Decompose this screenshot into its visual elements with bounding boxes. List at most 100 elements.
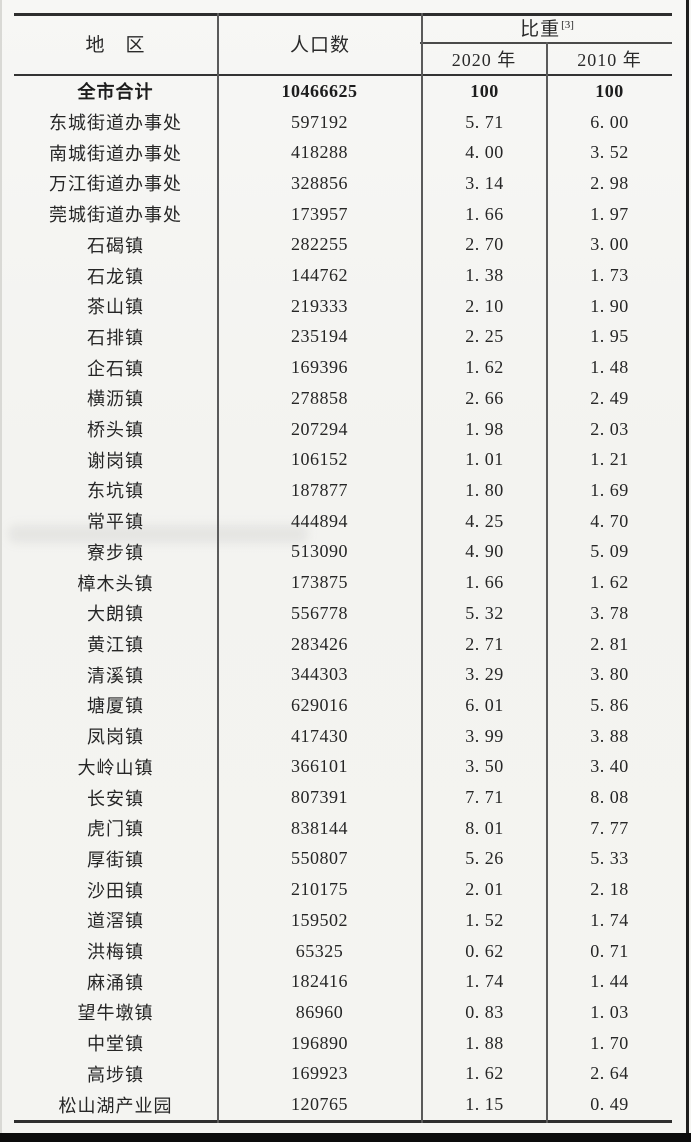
- year-2020-column-header: 2020 年: [422, 44, 546, 74]
- share-2010-cell: 1. 73: [590, 265, 629, 286]
- share-2010-cell: 0. 49: [590, 1094, 629, 1115]
- share-2010-cell: 3. 00: [590, 234, 629, 255]
- table-row: 大岭山镇 366101 3. 50 3. 40: [14, 751, 672, 782]
- share-2020-cell: 5. 32: [465, 602, 504, 623]
- region-cell: 中堂镇: [87, 1034, 144, 1055]
- share-2010-cell: 5. 09: [590, 541, 629, 562]
- share-2020-cell: 2. 71: [465, 633, 504, 654]
- population-cell: 283426: [291, 633, 348, 654]
- share-2010-cell: 1. 48: [590, 357, 629, 378]
- header-separator-line: [14, 74, 672, 76]
- region-cell: 莞城街道办事处: [49, 205, 182, 226]
- population-cell: 550807: [291, 848, 348, 869]
- share-2010-cell: 1. 74: [590, 909, 629, 930]
- table-row: 凤岗镇 417430 3. 99 3. 88: [14, 721, 672, 752]
- population-cell: 597192: [291, 111, 348, 132]
- share-2010-cell: 100: [595, 80, 624, 101]
- share-2020-cell: 7. 71: [465, 787, 504, 808]
- share-2020-cell: 1. 74: [465, 971, 504, 992]
- table-row: 企石镇 169396 1. 62 1. 48: [14, 352, 672, 383]
- year-2010-column-header: 2010 年: [547, 44, 672, 74]
- table-row: 桥头镇 207294 1. 98 2. 03: [14, 414, 672, 445]
- region-cell: 常平镇: [87, 512, 144, 533]
- share-2020-cell: 5. 26: [465, 848, 504, 869]
- region-cell: 石龙镇: [87, 266, 144, 287]
- region-cell: 沙田镇: [87, 880, 144, 901]
- table-row: 全市合计 10466625 100 100: [14, 76, 672, 107]
- population-cell: 196890: [291, 1032, 348, 1053]
- share-2020-cell: 1. 01: [465, 449, 504, 470]
- region-cell: 全市合计: [77, 82, 154, 103]
- population-cell: 169396: [291, 357, 348, 378]
- share-2010-cell: 0. 71: [590, 940, 629, 961]
- table-row: 沙田镇 210175 2. 01 2. 18: [14, 874, 672, 905]
- region-cell: 虎门镇: [87, 819, 144, 840]
- table-row: 道滘镇 159502 1. 52 1. 74: [14, 905, 672, 936]
- table-row: 常平镇 444894 4. 25 4. 70: [14, 506, 672, 537]
- region-cell: 石碣镇: [87, 235, 144, 256]
- table-row: 东坑镇 187877 1. 80 1. 69: [14, 475, 672, 506]
- table-row: 厚街镇 550807 5. 26 5. 33: [14, 844, 672, 875]
- population-cell: 366101: [291, 756, 348, 777]
- table-row: 松山湖产业园 120765 1. 15 0. 49: [14, 1089, 672, 1120]
- share-footnote-marker: [3]: [561, 19, 574, 31]
- region-cell: 樟木头镇: [77, 573, 154, 594]
- table-row: 南城街道办事处 418288 4. 00 3. 52: [14, 137, 672, 168]
- table-row: 长安镇 807391 7. 71 8. 08: [14, 782, 672, 813]
- share-2010-cell: 1. 95: [590, 326, 629, 347]
- table-row: 高埗镇 169923 1. 62 2. 64: [14, 1059, 672, 1090]
- table-row: 黄江镇 283426 2. 71 2. 81: [14, 629, 672, 660]
- table-row: 东城街道办事处 597192 5. 71 6. 00: [14, 107, 672, 138]
- share-2010-cell: 2. 81: [590, 633, 629, 654]
- share-2010-cell: 7. 77: [590, 817, 629, 838]
- share-2020-cell: 2. 66: [465, 387, 504, 408]
- share-2010-cell: 1. 69: [590, 479, 629, 500]
- share-2020-cell: 1. 38: [465, 265, 504, 286]
- share-2020-cell: 3. 14: [465, 172, 504, 193]
- share-2020-cell: 4. 90: [465, 541, 504, 562]
- region-column-header: 地 区: [14, 13, 217, 74]
- share-header-label: 比重: [520, 19, 561, 40]
- population-cell: 556778: [291, 602, 348, 623]
- table-row: 莞城街道办事处 173957 1. 66 1. 97: [14, 199, 672, 230]
- population-cell: 144762: [291, 265, 348, 286]
- column-divider-2020-2010: [546, 42, 548, 1123]
- population-cell: 210175: [291, 879, 348, 900]
- population-cell: 159502: [291, 909, 348, 930]
- table-row: 茶山镇 219333 2. 10 1. 90: [14, 291, 672, 322]
- region-cell: 道滘镇: [87, 911, 144, 932]
- population-cell: 182416: [291, 971, 348, 992]
- population-cell: 106152: [291, 449, 348, 470]
- share-2010-cell: 2. 03: [590, 418, 629, 439]
- table-row: 石碣镇 282255 2. 70 3. 00: [14, 230, 672, 261]
- table-row: 寮步镇 513090 4. 90 5. 09: [14, 537, 672, 568]
- share-2020-cell: 6. 01: [465, 694, 504, 715]
- population-cell: 282255: [291, 234, 348, 255]
- share-2010-cell: 1. 62: [590, 572, 629, 593]
- share-2010-cell: 6. 00: [590, 111, 629, 132]
- share-2020-cell: 100: [470, 80, 499, 101]
- table-row: 谢岗镇 106152 1. 01 1. 21: [14, 444, 672, 475]
- region-cell: 东坑镇: [87, 481, 144, 502]
- share-2010-cell: 3. 40: [590, 756, 629, 777]
- region-cell: 塘厦镇: [87, 696, 144, 717]
- region-cell: 寮步镇: [87, 542, 144, 563]
- table-row: 洪梅镇 65325 0. 62 0. 71: [14, 936, 672, 967]
- region-cell: 松山湖产业园: [58, 1095, 173, 1116]
- share-2020-cell: 2. 10: [465, 295, 504, 316]
- region-cell: 东城街道办事处: [49, 113, 182, 134]
- share-2020-cell: 4. 00: [465, 142, 504, 163]
- share-2010-cell: 1. 03: [590, 1001, 629, 1022]
- share-2010-cell: 5. 86: [590, 694, 629, 715]
- population-cell: 65325: [295, 940, 344, 961]
- scan-left-edge: [0, 0, 2, 1142]
- population-cell: 417430: [291, 725, 348, 746]
- population-cell: 120765: [291, 1094, 348, 1115]
- share-2010-cell: 1. 70: [590, 1032, 629, 1053]
- scan-smudge-artifact: [8, 525, 308, 543]
- share-2020-cell: 0. 83: [465, 1001, 504, 1022]
- share-2010-cell: 3. 88: [590, 725, 629, 746]
- region-cell: 清溪镇: [87, 665, 144, 686]
- population-cell: 173875: [291, 572, 348, 593]
